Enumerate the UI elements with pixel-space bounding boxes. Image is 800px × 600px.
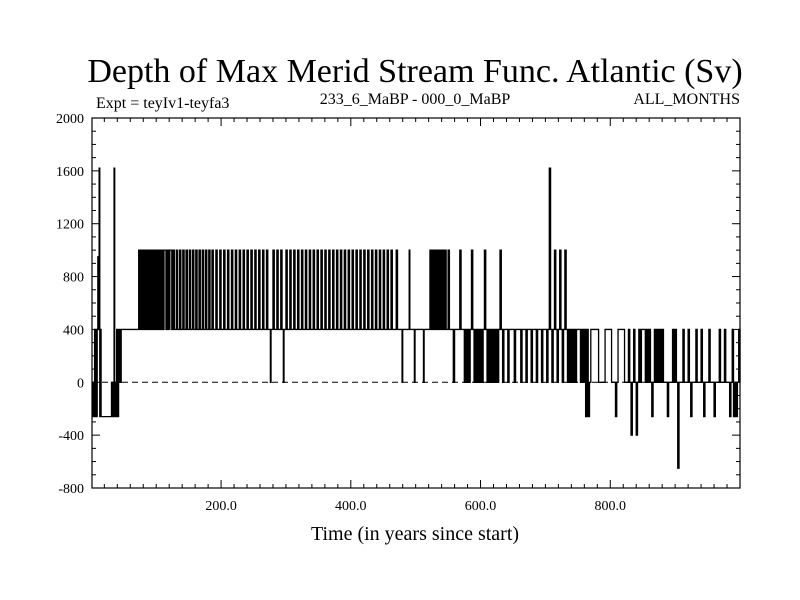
chart-subtitle-months: ALL_MONTHS bbox=[633, 91, 740, 108]
x-tick-label: 600.0 bbox=[465, 499, 497, 514]
chart-subtitle-expt: Expt = teyIv1-teyfa3 bbox=[96, 95, 229, 112]
y-tick-label: 0 bbox=[77, 376, 84, 391]
y-tick-label: 1200 bbox=[56, 218, 84, 233]
y-tick-label: 800 bbox=[63, 271, 84, 286]
y-tick-label: 2000 bbox=[56, 112, 84, 127]
y-tick-label: -400 bbox=[58, 429, 84, 444]
y-tick-label: -800 bbox=[58, 482, 84, 497]
y-tick-label: 400 bbox=[63, 323, 84, 338]
chart-subtitle-period: 233_6_MaBP - 000_0_MaBP bbox=[320, 91, 511, 108]
x-tick-label: 800.0 bbox=[595, 499, 627, 514]
x-axis-label: Time (in years since start) bbox=[311, 523, 519, 545]
axes-layer: -800 -400 0 400 800 1200 1600 2000 200.0 400.0 600… bbox=[56, 112, 741, 514]
series-layer bbox=[92, 167, 741, 469]
y-tick-label: 1600 bbox=[56, 165, 84, 180]
series-line-1 bbox=[92, 167, 741, 469]
x-tick-label: 200.0 bbox=[205, 499, 237, 514]
chart-title: Depth of Max Merid Stream Func. Atlantic… bbox=[87, 53, 742, 90]
x-tick-label: 400.0 bbox=[335, 499, 367, 514]
